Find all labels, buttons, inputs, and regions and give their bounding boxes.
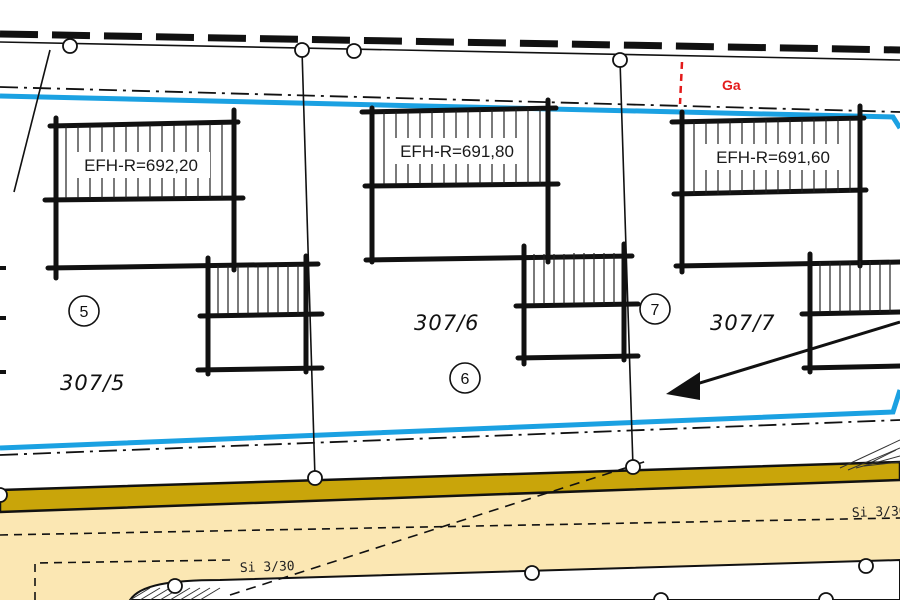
- building-line-bottom: [0, 419, 900, 456]
- garage-label: Ga: [722, 77, 741, 93]
- building-line-top: [0, 86, 900, 113]
- road-label-right: Si 3/30: [852, 504, 900, 521]
- lot-number-5: 5: [68, 295, 100, 327]
- svg-text:7: 7: [651, 302, 660, 319]
- garage-marker-line: [678, 61, 684, 105]
- house-1: EFH-R=692,20: [42, 107, 325, 377]
- access-arrow-head: [666, 372, 700, 400]
- house-3-efh-label: EFH-R=691,60: [716, 148, 830, 167]
- house-1-efh-label: EFH-R=692,20: [84, 156, 198, 175]
- development-boundary: [0, 93, 900, 451]
- lot-number-7: 7: [639, 293, 671, 325]
- road-curb-band: [0, 460, 900, 514]
- top-parcel-line: [0, 41, 900, 61]
- boundary-markers: [0, 38, 874, 600]
- road-label-left: Si 3/30: [240, 559, 295, 576]
- house-2-efh-label: EFH-R=691,80: [400, 142, 514, 161]
- parcel-label-307-5: 307/5: [60, 371, 126, 395]
- slope-hatching-bottom: [129, 587, 221, 600]
- parcel-label-307-6: 307/6: [414, 311, 480, 335]
- svg-text:5: 5: [80, 304, 89, 321]
- diagonal-line-left: [13, 49, 51, 193]
- house-3: EFH-R=691,60: [669, 103, 900, 375]
- top-dashed-boundary: [0, 30, 900, 54]
- parcel-label-307-7: 307/7: [710, 311, 776, 335]
- left-edge-ticks: [0, 266, 6, 374]
- lot-number-6: 6: [449, 362, 481, 394]
- access-arrow-line: [689, 320, 900, 388]
- house-2: EFH-R=691,80: [359, 97, 641, 367]
- slope-hatching: [839, 439, 900, 471]
- road-dashed-diagonal: [229, 459, 651, 596]
- road-dashed-line: [0, 517, 900, 536]
- svg-text:6: 6: [461, 371, 470, 388]
